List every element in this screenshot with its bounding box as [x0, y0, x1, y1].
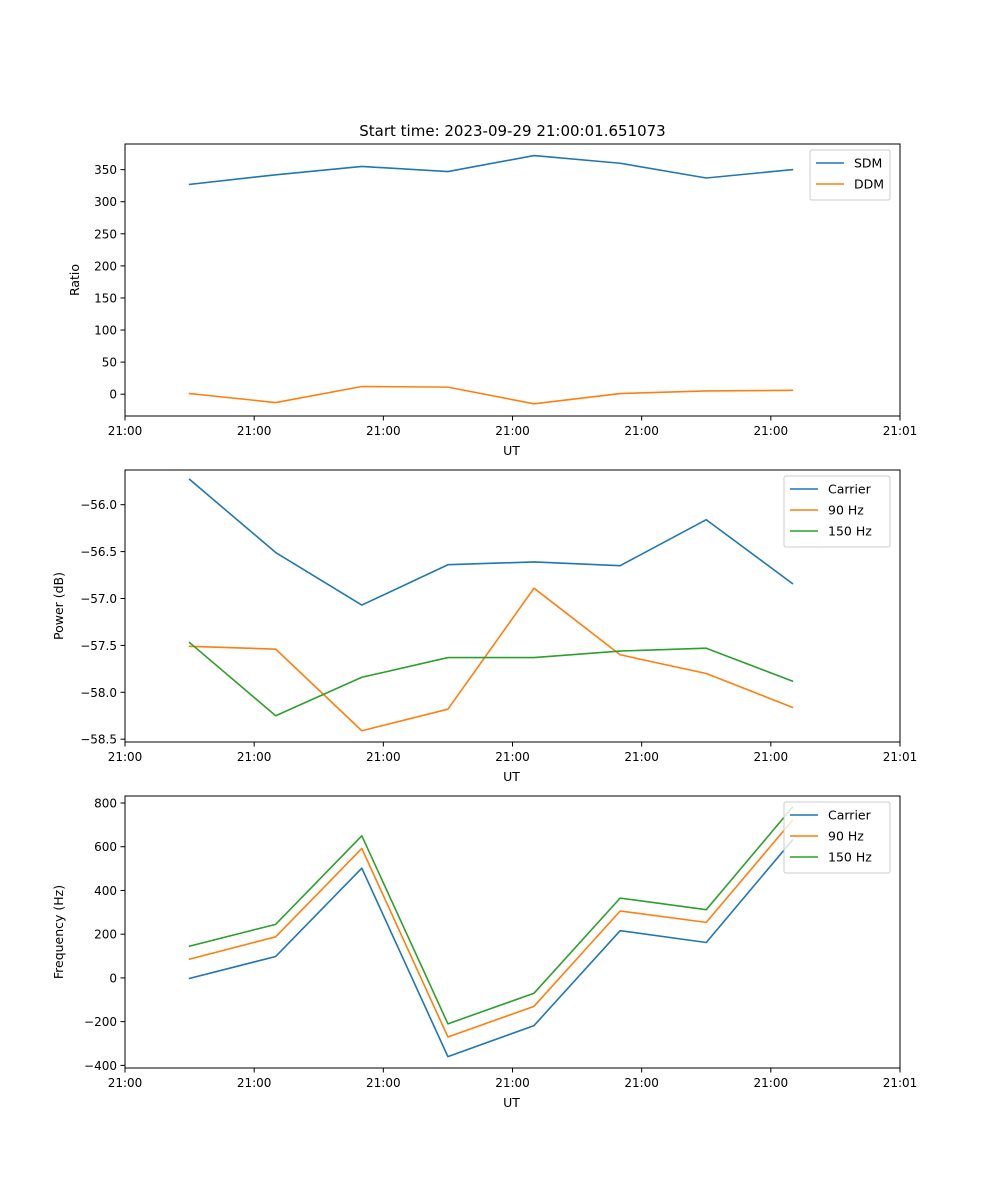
- ratio-y-tick-label: 250: [94, 227, 117, 241]
- frequency-series-150-hz-line: [188, 806, 794, 1025]
- frequency-y-tick-label: 0: [109, 971, 117, 985]
- ratio-series-sdm-line: [188, 154, 794, 186]
- ratio-y-tick-label: 200: [94, 259, 117, 273]
- ratio-y-tick-label: 350: [94, 163, 117, 177]
- ratio-x-tick-label: 21:00: [624, 424, 659, 438]
- power-y-tick-label: −57.0: [80, 592, 117, 606]
- frequency-x-tick-label: 21:01: [883, 1076, 918, 1090]
- power-legend: Carrier 90 Hz 150 Hz: [783, 475, 891, 548]
- power-y-tick-label: −56.5: [80, 545, 117, 559]
- power-y-tick-label: −58.5: [80, 733, 117, 747]
- frequency-y-tick-label: −400: [84, 1059, 117, 1073]
- power-x-tick-label: 21:00: [754, 750, 789, 764]
- frequency-x-tick-label: 21:00: [366, 1076, 401, 1090]
- power-legend-label-150-hz: 150 Hz: [828, 524, 872, 539]
- power-y-tick-label: −56.0: [80, 498, 117, 512]
- figure-title: Start time: 2023-09-29 21:00:01.651073: [359, 122, 665, 140]
- power-legend-label-90-hz: 90 Hz: [828, 503, 864, 518]
- power-legend-label-carrier: Carrier: [828, 482, 872, 497]
- frequency-y-tick-label: 200: [94, 928, 117, 942]
- power-y-tick-label: −57.5: [80, 639, 117, 653]
- frequency-series-90-hz-line: [188, 819, 794, 1038]
- power-series-150-hz-line: [188, 641, 794, 717]
- frequency-y-tick-label: −200: [84, 1015, 117, 1029]
- power-x-tick-label: 21:00: [237, 750, 272, 764]
- frequency-x-tick-label: 21:00: [237, 1076, 272, 1090]
- frequency-legend: Carrier 90 Hz 150 Hz: [783, 801, 891, 874]
- ratio-x-tick-label: 21:00: [108, 424, 143, 438]
- power-x-tick-label: 21:01: [883, 750, 918, 764]
- ratio-panel: 21:00 21:00 21:00 21:00 21:00 21:00 21:01 0 50 10…: [67, 143, 918, 458]
- power-legend-box: [783, 475, 891, 548]
- frequency-legend-label-carrier: Carrier: [828, 808, 872, 823]
- frequency-y-tick-label: 600: [94, 840, 117, 854]
- frequency-panel: 21:00 21:00 21:00 21:00 21:00 21:00 21:01 −400 −…: [51, 795, 918, 1110]
- ratio-y-axis-label: Ratio: [67, 264, 82, 296]
- frequency-series-carrier-line: [188, 839, 794, 1058]
- ratio-y-tick-label: 300: [94, 195, 117, 209]
- power-panel: 21:00 21:00 21:00 21:00 21:00 21:00 21:01 −58.5…: [51, 469, 918, 784]
- ratio-y-tick-label: 0: [109, 388, 117, 402]
- power-y-tick-label: −58.0: [80, 686, 117, 700]
- power-x-axis-label: UT: [503, 769, 520, 784]
- ratio-x-tick-label: 21:00: [754, 424, 789, 438]
- ratio-x-tick-label: 21:00: [366, 424, 401, 438]
- ratio-legend-label-sdm: SDM: [854, 156, 882, 171]
- frequency-x-tick-label: 21:00: [754, 1076, 789, 1090]
- ratio-series-ddm-line: [188, 385, 794, 405]
- frequency-legend-label-150-hz: 150 Hz: [828, 850, 872, 865]
- ratio-y-tick-label: 50: [102, 356, 117, 370]
- power-x-tick-label: 21:00: [366, 750, 401, 764]
- ratio-legend-label-ddm: DDM: [854, 177, 884, 192]
- ratio-legend: SDM DDM: [809, 149, 891, 201]
- ratio-x-axis-label: UT: [503, 443, 520, 458]
- power-x-tick-label: 21:00: [495, 750, 530, 764]
- frequency-x-tick-label: 21:00: [624, 1076, 659, 1090]
- power-series-90-hz-line: [188, 587, 794, 732]
- frequency-x-tick-label: 21:00: [108, 1076, 143, 1090]
- power-x-tick-label: 21:00: [624, 750, 659, 764]
- ratio-y-tick-label: 150: [94, 291, 117, 305]
- frequency-legend-box: [783, 801, 891, 874]
- power-series-carrier-line: [188, 478, 794, 606]
- ratio-x-tick-label: 21:00: [237, 424, 272, 438]
- power-y-axis-label: Power (dB): [51, 572, 66, 640]
- ratio-x-tick-label: 21:01: [883, 424, 918, 438]
- power-x-tick-label: 21:00: [108, 750, 143, 764]
- frequency-x-tick-label: 21:00: [495, 1076, 530, 1090]
- frequency-y-tick-label: 400: [94, 884, 117, 898]
- ratio-y-tick-label: 100: [94, 324, 117, 338]
- frequency-legend-label-90-hz: 90 Hz: [828, 829, 864, 844]
- ratio-x-tick-label: 21:00: [495, 424, 530, 438]
- frequency-y-tick-label: 800: [94, 796, 117, 810]
- frequency-x-axis-label: UT: [503, 1095, 520, 1110]
- frequency-y-axis-label: Frequency (Hz): [51, 885, 66, 979]
